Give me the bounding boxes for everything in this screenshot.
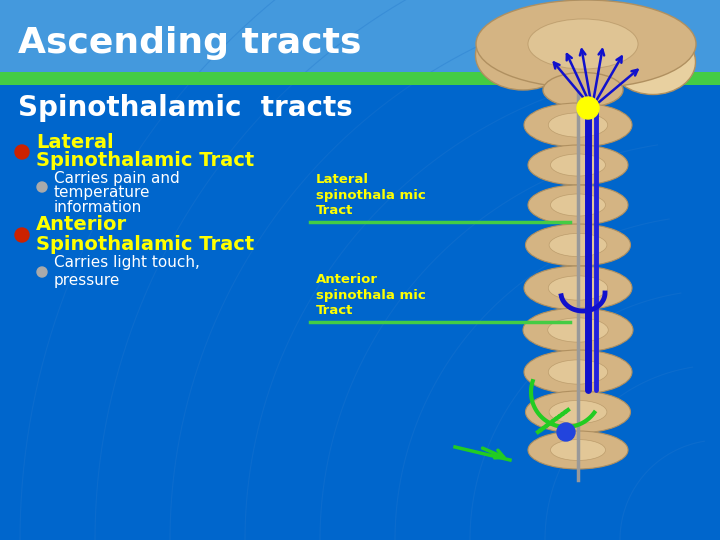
Text: Spinothalamic  tracts: Spinothalamic tracts [18, 94, 353, 122]
Ellipse shape [528, 145, 628, 185]
Circle shape [37, 182, 47, 192]
Circle shape [37, 267, 47, 277]
Ellipse shape [476, 0, 696, 88]
Text: Lateral: Lateral [36, 132, 114, 152]
Ellipse shape [551, 154, 606, 176]
Ellipse shape [549, 276, 608, 300]
Ellipse shape [549, 233, 607, 256]
Text: Spinothalamic Tract: Spinothalamic Tract [36, 234, 254, 253]
Text: information: information [54, 200, 143, 215]
Text: Ascending tracts: Ascending tracts [18, 26, 361, 60]
Ellipse shape [526, 224, 631, 266]
Ellipse shape [524, 350, 632, 394]
Bar [0, 72, 720, 85]
Ellipse shape [548, 318, 608, 342]
Text: pressure: pressure [54, 273, 120, 287]
Circle shape [557, 423, 575, 441]
Ellipse shape [524, 266, 632, 310]
Ellipse shape [524, 103, 632, 147]
Ellipse shape [528, 185, 628, 225]
Text: Anterior
spinothala mic
Tract: Anterior spinothala mic Tract [316, 273, 426, 317]
Bar [0, 0, 720, 72]
Text: Carries light touch,: Carries light touch, [54, 255, 200, 271]
Circle shape [15, 228, 29, 242]
Ellipse shape [523, 308, 633, 352]
Ellipse shape [528, 19, 638, 69]
Circle shape [577, 97, 599, 119]
Ellipse shape [475, 20, 570, 90]
Ellipse shape [549, 360, 608, 384]
Ellipse shape [549, 113, 608, 137]
Ellipse shape [543, 72, 623, 107]
Text: Anterior: Anterior [36, 215, 127, 234]
Ellipse shape [549, 401, 607, 423]
Ellipse shape [551, 194, 606, 216]
Text: Spinothalamic Tract: Spinothalamic Tract [36, 152, 254, 171]
Circle shape [15, 145, 29, 159]
Text: Carries pain and: Carries pain and [54, 171, 180, 186]
Ellipse shape [611, 30, 696, 94]
Ellipse shape [551, 440, 606, 461]
Text: Lateral
spinothala mic
Tract: Lateral spinothala mic Tract [316, 173, 426, 217]
Ellipse shape [528, 431, 628, 469]
Text: temperature: temperature [54, 186, 150, 200]
Ellipse shape [526, 391, 631, 433]
